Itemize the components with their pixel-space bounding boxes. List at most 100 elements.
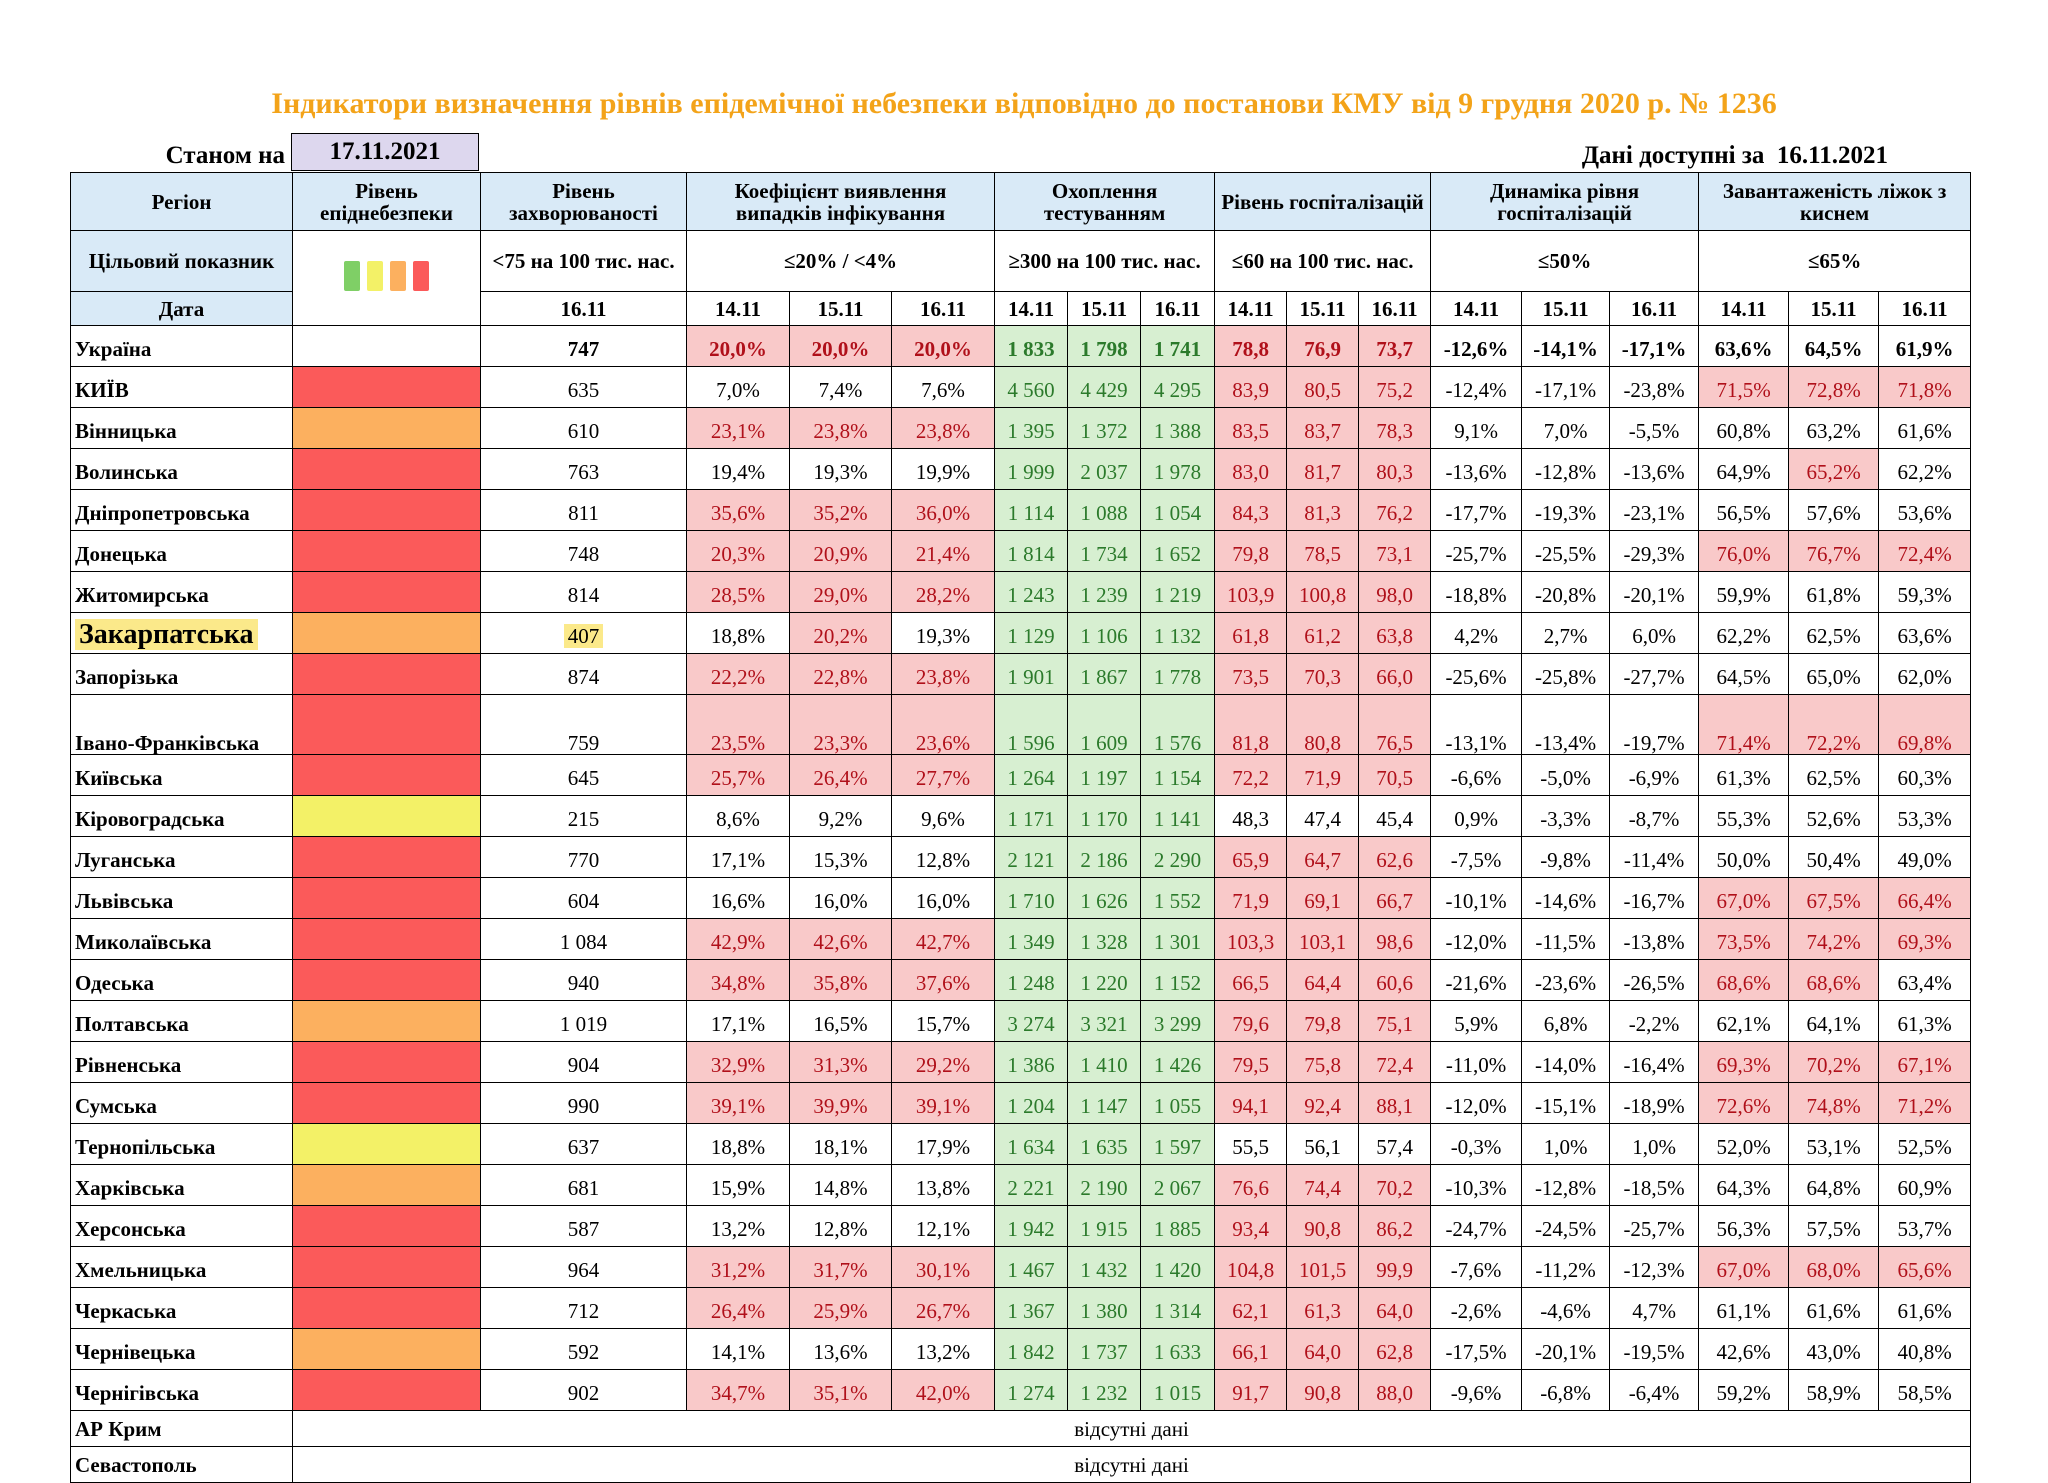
testing-value: 1 635 — [1067, 1123, 1142, 1165]
testing-value: 1 380 — [1067, 1287, 1142, 1329]
table-row: Івано-Франківська 759 23,5% 23,3% 23,6% 1 596… — [70, 694, 1972, 755]
no-data-text: відсутні дані — [291, 1410, 1972, 1447]
testing-header: Охоплення тестуванням — [994, 172, 1216, 231]
hosp-dynamics-value: -12,8% — [1521, 448, 1611, 490]
detection-value: 23,3% — [789, 694, 892, 755]
testing-value: 1 054 — [1140, 489, 1216, 531]
target-detection: ≤20% / <4% — [685, 230, 996, 292]
level-indicator — [292, 448, 481, 490]
hosp-value: 64,4 — [1286, 959, 1360, 1001]
oxygen-value: 59,3% — [1878, 571, 1972, 613]
detection-value: 16,6% — [686, 877, 790, 919]
hosp-value: 99,9 — [1358, 1246, 1432, 1288]
incidence-value: 759 — [480, 694, 687, 755]
table-row: Львівська 604 16,6% 16,0% 16,0% 1 710 1 626 1 5… — [70, 877, 1972, 919]
oxygen-value: 62,5% — [1788, 754, 1880, 796]
hosp-value: 72,2 — [1214, 754, 1288, 796]
data-available: Дані доступні за 16.11.2021 — [1582, 140, 1888, 172]
detection-value: 26,4% — [686, 1287, 790, 1329]
hosp-value: 76,6 — [1214, 1164, 1288, 1206]
detection-value: 30,1% — [890, 1246, 996, 1288]
detection-value: 26,4% — [789, 754, 892, 796]
detection-value: 20,2% — [789, 612, 892, 654]
region-name: Херсонська — [70, 1205, 293, 1247]
level-indicator — [292, 1123, 481, 1165]
testing-value: 1 154 — [1140, 754, 1216, 796]
oxygen-value: 56,3% — [1698, 1205, 1790, 1247]
testing-value: 1 243 — [994, 571, 1069, 613]
hosp-dynamics-value: -13,4% — [1521, 694, 1611, 755]
incidence-value: 964 — [480, 1246, 687, 1288]
level-indicator — [292, 959, 481, 1001]
hosp-dynamics-value: -12,4% — [1430, 366, 1523, 408]
testing-value: 2 190 — [1067, 1164, 1142, 1206]
hosp-dynamics-value: -6,4% — [1609, 1369, 1700, 1411]
hosp-dynamics-value: -23,8% — [1609, 366, 1700, 408]
hosp-value: 65,9 — [1214, 836, 1288, 878]
hosp-value: 103,9 — [1214, 571, 1288, 613]
testing-value: 2 221 — [994, 1164, 1069, 1206]
detection-value: 20,3% — [686, 530, 790, 572]
testing-value: 1 576 — [1140, 694, 1216, 755]
detection-value: 23,6% — [890, 694, 996, 755]
hosp-value: 79,8 — [1214, 530, 1288, 572]
hosp-dynamics-value: -13,1% — [1430, 694, 1523, 755]
incidence-value: 587 — [480, 1205, 687, 1247]
detection-value: 15,7% — [890, 1000, 996, 1042]
table-row: Хмельницька 964 31,2% 31,7% 30,1% 1 467 1 432 1… — [70, 1246, 1972, 1288]
testing-value: 1 204 — [994, 1082, 1069, 1124]
detection-value: 25,7% — [686, 754, 790, 796]
detection-value: 26,7% — [890, 1287, 996, 1329]
detection-value: 23,8% — [890, 653, 996, 695]
level-indicator — [292, 489, 481, 531]
date-header: 14.11 — [1214, 291, 1288, 326]
level-indicator — [292, 694, 481, 755]
table-row: Дніпропетровська 811 35,6% 35,2% 36,0% 1 114 1… — [70, 489, 1972, 531]
level-indicator — [292, 571, 481, 613]
hosp-dynamics-value: -5,0% — [1521, 754, 1611, 796]
hosp-dynamics-value: -19,7% — [1609, 694, 1700, 755]
hosp-value: 92,4 — [1286, 1082, 1360, 1124]
oxygen-value: 67,0% — [1698, 877, 1790, 919]
oxygen-value: 61,6% — [1788, 1287, 1880, 1329]
hosp-value: 70,3 — [1286, 653, 1360, 695]
testing-value: 1 942 — [994, 1205, 1069, 1247]
date-header: 14.11 — [1430, 291, 1523, 326]
hosp-dynamics-value: 2,7% — [1521, 612, 1611, 654]
detection-value: 22,8% — [789, 653, 892, 695]
testing-value: 1 426 — [1140, 1041, 1216, 1083]
date-header: 15.11 — [789, 291, 892, 326]
detection-value: 18,8% — [686, 612, 790, 654]
date-header: 16.11 — [1358, 291, 1432, 326]
testing-value: 3 274 — [994, 1000, 1069, 1042]
testing-value: 1 978 — [1140, 448, 1216, 490]
oxygen-value: 64,8% — [1788, 1164, 1880, 1206]
testing-value: 1 741 — [1140, 325, 1216, 367]
oxygen-value: 64,5% — [1698, 653, 1790, 695]
table-row: Полтавська 1 019 17,1% 16,5% 15,7% 3 274 3 321… — [70, 1000, 1972, 1042]
testing-value: 1 634 — [994, 1123, 1069, 1165]
oxygen-value: 68,6% — [1698, 959, 1790, 1001]
date-row: Дата 16.11 14.11 15.11 16.11 14.11 15.11 16.1… — [70, 291, 1972, 326]
hosp-value: 81,3 — [1286, 489, 1360, 531]
hosp-dynamics-value: -18,9% — [1609, 1082, 1700, 1124]
region-name: Дніпропетровська — [70, 489, 293, 531]
hosp-dynamics-value: 4,2% — [1430, 612, 1523, 654]
testing-value: 1 388 — [1140, 407, 1216, 449]
hosp-value: 75,2 — [1358, 366, 1432, 408]
hosp-dynamics-value: -17,1% — [1521, 366, 1611, 408]
detection-value: 32,9% — [686, 1041, 790, 1083]
hosp-dynamics-value: -9,8% — [1521, 836, 1611, 878]
table-row: Луганська 770 17,1% 15,3% 12,8% 2 121 2 186 2 2… — [70, 836, 1972, 878]
oxygen-value: 71,2% — [1878, 1082, 1972, 1124]
detection-value: 17,1% — [686, 836, 790, 878]
region-name: Київська — [70, 754, 293, 796]
testing-value: 4 429 — [1067, 366, 1142, 408]
incidence-value: 1 019 — [480, 1000, 687, 1042]
level-indicator — [292, 530, 481, 572]
hosp-dynamics-value: 4,7% — [1609, 1287, 1700, 1329]
table-row: Чернівецька 592 14,1% 13,6% 13,2% 1 842 1 737 1… — [70, 1328, 1972, 1370]
detection-value: 20,0% — [686, 325, 790, 367]
date-header: 15.11 — [1788, 291, 1880, 326]
hosp-dynamics-value: -14,1% — [1521, 325, 1611, 367]
